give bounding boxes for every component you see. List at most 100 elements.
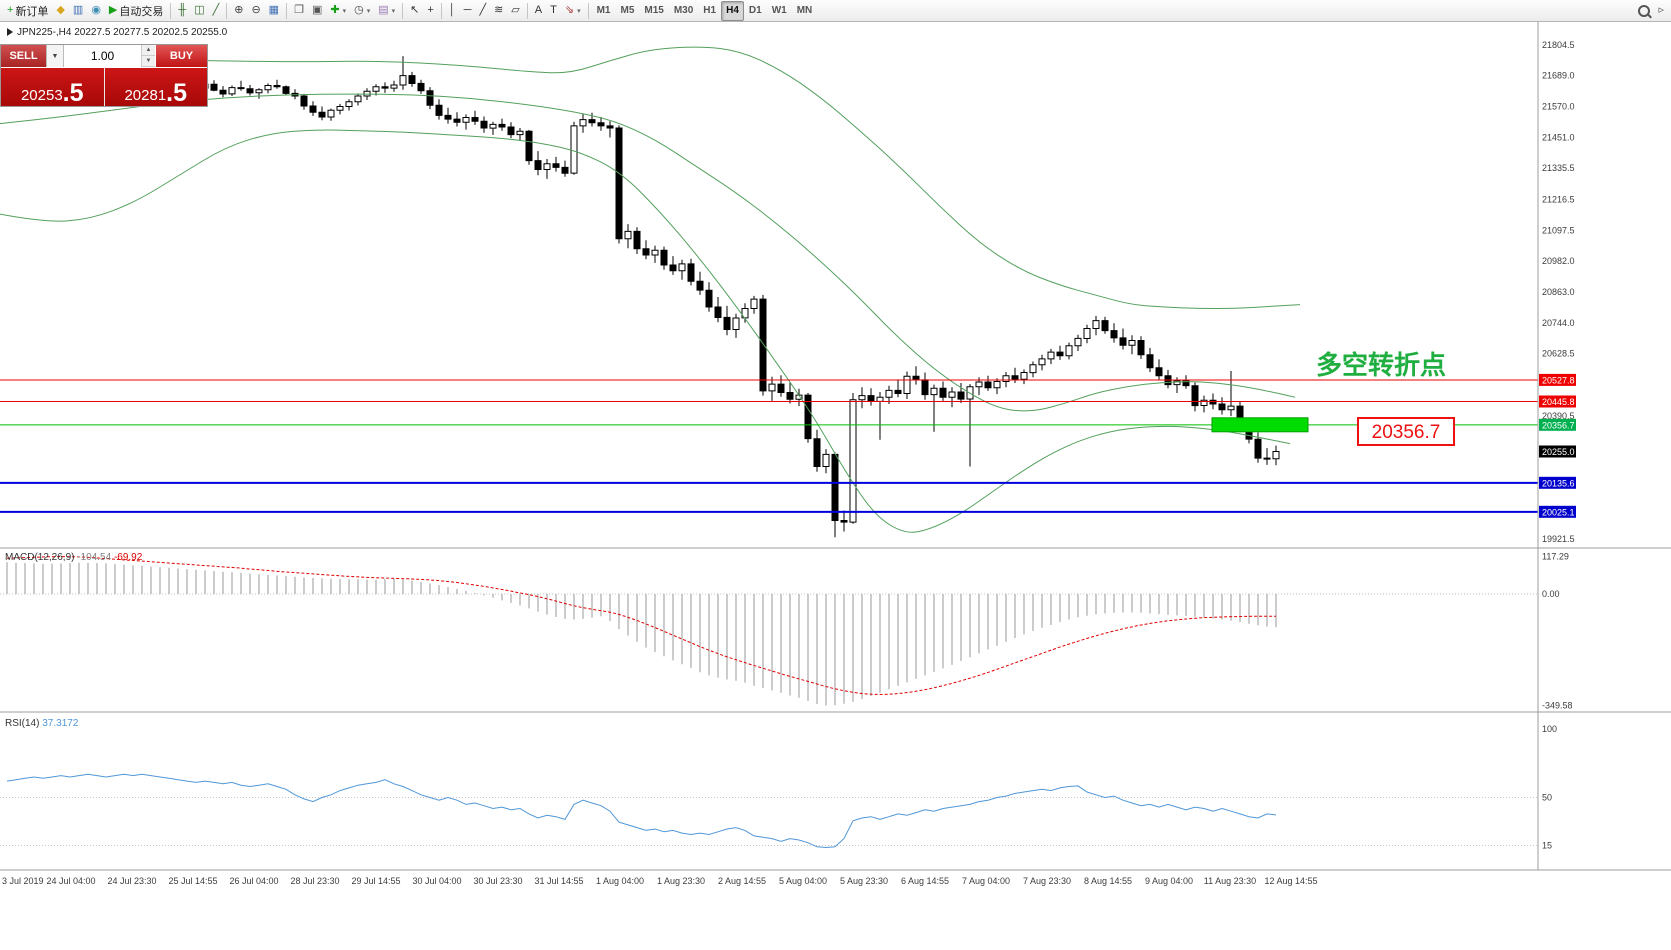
auto-trading-button[interactable]: ▶ 自动交易 (105, 1, 167, 21)
candlestick-chart-button[interactable]: ◫ (190, 1, 208, 21)
metaeditor-icon: ◆ (56, 4, 65, 16)
line-chart-button[interactable]: ╱ (209, 1, 224, 21)
timeframe-m1-button[interactable]: M1 (596, 5, 611, 16)
volume-up-button[interactable]: ▲ (142, 45, 155, 56)
svg-text:31 Jul 14:55: 31 Jul 14:55 (534, 876, 583, 886)
metaeditor-button[interactable]: ◆ (52, 1, 68, 21)
svg-text:20527.8: 20527.8 (1542, 375, 1575, 385)
bar-chart-button[interactable]: ╫ (174, 1, 190, 21)
new-order-icon: + (7, 4, 14, 16)
indicators-button[interactable]: ✚ ▾ (326, 1, 350, 21)
timeframe-m5-button[interactable]: M5 (620, 5, 635, 16)
toolbar-separator (226, 2, 228, 19)
buy-price-frac: .5 (166, 78, 188, 107)
tile-windows-button[interactable]: ▦ (265, 1, 283, 21)
toolbar-separator (440, 2, 442, 19)
price-label-box[interactable]: 20356.7 (1357, 417, 1455, 446)
svg-text:-349.58: -349.58 (1542, 701, 1573, 711)
search-icon (1638, 4, 1651, 17)
timeframe-h4-button[interactable]: H4 (721, 0, 744, 21)
timeframe-h1-button[interactable]: H1 (703, 5, 717, 16)
tile-windows-icon: ▦ (268, 4, 280, 16)
toolbar-separator (286, 2, 288, 19)
svg-text:21689.0: 21689.0 (1542, 70, 1575, 80)
vertical-line-button[interactable]: │ (445, 1, 460, 21)
time-axis[interactable]: 3 Jul 2019 24 Jul 04:00 24 Jul 23:30 25 Jul… (2, 876, 1318, 886)
cursor-button[interactable]: ↖ (406, 1, 423, 21)
horizontal-line-button[interactable]: ─ (460, 1, 476, 21)
crosshair-button[interactable]: + (423, 1, 437, 21)
svg-text:30 Jul 23:30: 30 Jul 23:30 (473, 876, 522, 886)
chart-canvas[interactable]: JPN225-,H4 20227.5 20277.5 20202.5 20255… (0, 22, 1671, 950)
new-order-button-label: 新订单 (15, 5, 49, 18)
shapes-button[interactable]: ▱ (507, 1, 523, 21)
toolbar-separator (587, 2, 589, 19)
trendline-button[interactable]: ╱ (475, 1, 490, 21)
timeframe-m30-button[interactable]: M30 (673, 5, 694, 16)
chart-shift-button[interactable]: ▹ (1654, 1, 1668, 21)
svg-text:21216.5: 21216.5 (1542, 194, 1575, 204)
svg-text:0.00: 0.00 (1542, 589, 1560, 599)
new-order-button[interactable]: + 新订单 (3, 1, 52, 21)
svg-text:12 Aug 14:55: 12 Aug 14:55 (1264, 876, 1317, 886)
svg-text:5 Aug 04:00: 5 Aug 04:00 (779, 876, 827, 886)
bull-candle-bodies (3, 75, 1280, 523)
horizontal-line-icon: ─ (463, 4, 472, 16)
arrange-windows-button[interactable]: ▣ (308, 1, 326, 21)
svg-text:21097.5: 21097.5 (1542, 226, 1575, 236)
market-watch-button[interactable]: ▥ (69, 1, 87, 21)
search-button[interactable] (1634, 1, 1654, 21)
shapes-icon: ▱ (511, 4, 520, 16)
svg-text:21570.0: 21570.0 (1542, 102, 1575, 112)
data-window-button[interactable]: ◉ (87, 1, 105, 21)
svg-text:8 Aug 14:55: 8 Aug 14:55 (1084, 876, 1132, 886)
volume-down-button[interactable]: ▼ (142, 56, 155, 67)
templates-button[interactable]: ▤ ▾ (374, 1, 399, 21)
svg-text:20982.0: 20982.0 (1542, 256, 1575, 266)
periods-button[interactable]: ◷ ▾ (350, 1, 374, 21)
toolbar-separator (402, 2, 404, 19)
timeframe-d1-button[interactable]: D1 (748, 5, 762, 16)
timeframe-mn-button[interactable]: MN (796, 5, 813, 16)
zoom-out-icon: ⊖ (251, 4, 261, 16)
fibonacci-button[interactable]: ≋ (490, 1, 507, 21)
rsi-line (6, 773, 1277, 849)
macd-signal-line (6, 556, 1276, 695)
symbol-marker-icon (7, 28, 13, 36)
sell-price[interactable]: 20253.5 (1, 68, 104, 106)
buy-price[interactable]: 20281.5 (103, 68, 207, 107)
svg-text:20135.6: 20135.6 (1542, 478, 1575, 488)
sell-button[interactable]: SELL (1, 45, 46, 67)
chart-window: JPN225-,H4 20227.5 20277.5 20202.5 20255… (0, 22, 1671, 950)
cursor-icon: ↖ (410, 4, 420, 16)
dropdown-arrow-icon: ▾ (342, 7, 347, 15)
svg-text:100: 100 (1542, 724, 1557, 734)
zoom-in-button[interactable]: ⊕ (230, 1, 247, 21)
order-settings-dropdown[interactable]: ▼ (46, 45, 64, 67)
cascade-windows-icon: ❐ (294, 4, 304, 16)
auto-trading-icon: ▶ (108, 4, 118, 16)
cascade-windows-button[interactable]: ❐ (290, 1, 308, 21)
bollinger-upper-line (0, 46, 1301, 310)
timeframe-m15-button[interactable]: M15 (644, 5, 664, 16)
arrows-button[interactable]: ⇘ ▾ (561, 1, 585, 21)
svg-text:20356.7: 20356.7 (1372, 422, 1441, 443)
text-label-button[interactable]: T (546, 1, 561, 21)
zoom-out-button[interactable]: ⊖ (247, 1, 264, 21)
toolbar-separator (170, 2, 172, 19)
text-button[interactable]: A (531, 1, 546, 21)
svg-text:19921.5: 19921.5 (1542, 534, 1575, 544)
volume-input[interactable] (64, 45, 141, 67)
price-axis[interactable]: 21804.5 21689.0 21570.0 21451.0 21335.5 21216… (1539, 40, 1576, 544)
svg-text:30 Jul 04:00: 30 Jul 04:00 (412, 876, 461, 886)
symbol-ohlc-text: JPN225-,H4 20227.5 20277.5 20202.5 20255… (17, 27, 228, 38)
rsi-label: RSI(14) 37.3172 (5, 718, 79, 729)
buy-button[interactable]: BUY (155, 45, 207, 67)
chart-shift-icon: ▹ (1658, 4, 1664, 16)
rsi-indicator: RSI(14) 37.3172 100 50 15 (0, 718, 1557, 851)
timeframe-w1-button[interactable]: W1 (771, 5, 787, 16)
annotation-text[interactable]: 多空转折点 (1316, 350, 1446, 380)
svg-text:20255.0: 20255.0 (1542, 447, 1575, 457)
svg-text:5 Aug 23:30: 5 Aug 23:30 (840, 876, 888, 886)
highlight-zone[interactable] (1211, 417, 1309, 433)
